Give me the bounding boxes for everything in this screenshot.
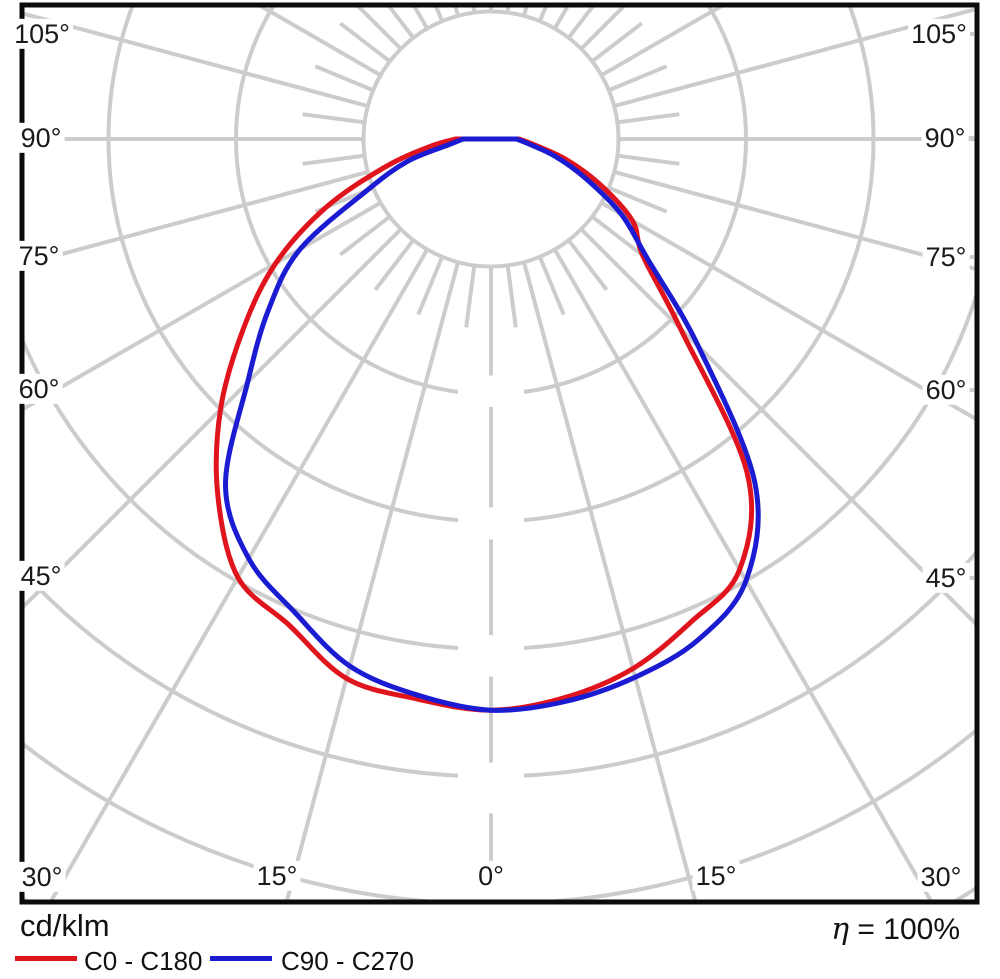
angle-label-bottom: 15° [692,860,740,892]
efficiency-text: = 100% [849,913,960,946]
blue-line-swatch [210,956,272,961]
plot-border [19,2,980,905]
angle-label-left: 105° [11,18,73,50]
angle-label-bottom: 0° [475,860,507,892]
angle-label-left: 90° [17,122,65,154]
angle-label-left: 75° [15,240,63,272]
angle-label-right: 60° [922,374,970,406]
angle-label-left: 45° [17,560,65,592]
angle-label-right: 105° [908,18,970,50]
legend-label: C0 - C180 [84,946,203,976]
angle-label-right: 90° [921,122,969,154]
angle-label-right: 75° [922,241,970,273]
unit-label: cd/klm [20,908,110,943]
legend: C0 - C180 C90 - C270 [0,944,1000,978]
angle-label-left: 60° [15,373,63,405]
eta-symbol: η [831,912,850,947]
angle-label-right: 45° [922,562,970,594]
efficiency-value: η = 100% [831,912,960,947]
angle-label-bottom: 30° [917,861,965,893]
red-line-swatch [15,956,77,961]
curve-c90-c270 [222,136,761,713]
curve-c0-c180 [213,136,755,713]
legend-label: C90 - C270 [281,946,414,976]
angle-label-bottom: 15° [253,860,301,892]
angle-label-bottom: 30° [18,861,66,893]
